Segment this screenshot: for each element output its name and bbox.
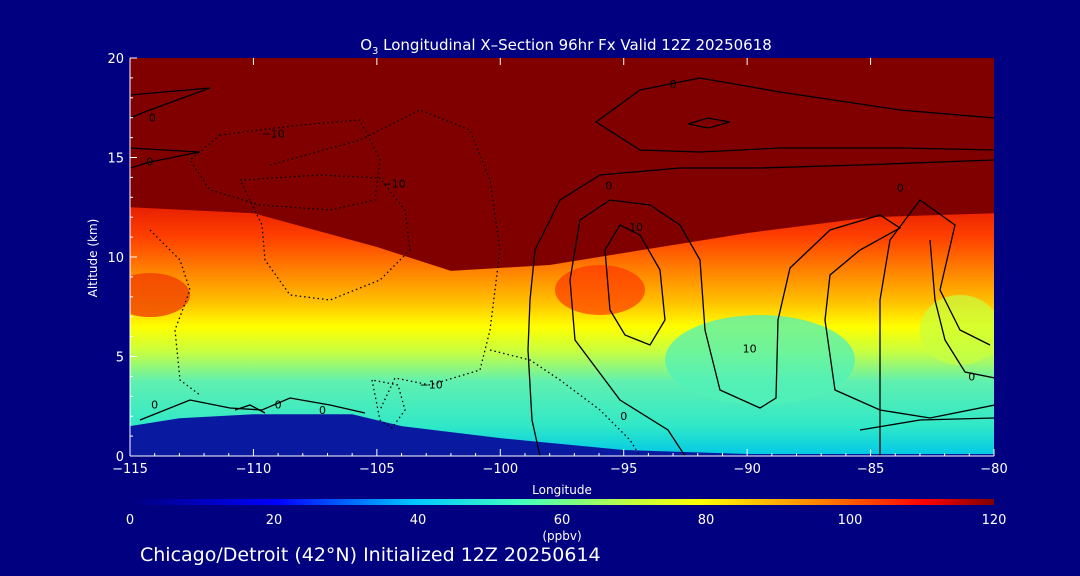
contour-solid [130,147,201,169]
contour-solid [569,199,994,456]
contour-label: 0 [146,155,153,168]
contour-solid [879,199,991,456]
colorbar-tick-label: 100 [838,513,863,528]
contour-solid [604,224,666,346]
contour-solid [594,77,994,153]
x-tick-label: −95 [610,462,637,477]
colorbar-tick-label: 0 [126,513,134,528]
chart-title: O3 Longitudinal X–Section 96hr Fx Valid … [360,36,772,57]
colorbar-label: (ppbv) [542,529,581,543]
y-tick-label: 20 [107,52,124,67]
colorbar-tick-label: 80 [698,513,715,528]
contour-solid [929,239,994,379]
contour-dotted [189,119,381,211]
y-axis-ticks: 0 5 10 15 20 [107,52,137,465]
title-subscript: 3 [372,46,378,57]
contour-label: 0 [620,410,627,423]
contour-label: 0 [151,398,158,411]
contour-label: 10 [629,221,643,234]
title-prefix: O [360,36,372,54]
y-tick-label: 0 [116,450,124,465]
contour-label: 0 [149,112,156,125]
terrain [130,414,994,456]
contour-label: 10 [743,343,757,356]
contour-lines [130,77,994,456]
colorbar-tick-label: 120 [982,513,1007,528]
contour-label: 0 [605,179,612,192]
contour-label: −10 [383,177,406,190]
contour-labels: 0 0 −10 −10 0 0 10 0 10 −10 0 0 0 0 0 [146,78,975,423]
x-axis-label: Longitude [532,483,592,497]
x-tick-label: −80 [980,462,1007,477]
contour-solid [859,417,994,431]
y-tick-label: 10 [107,251,124,266]
y-tick-label: 15 [107,152,124,167]
contour-label: 0 [968,370,975,383]
contour-solid [139,397,366,421]
contour-solid [234,404,266,414]
y-axis-label: Altitude (km) [86,219,100,298]
contour-solid [130,87,211,119]
contour-label: −10 [420,378,443,391]
y-tick-label: 5 [116,351,124,366]
x-tick-label: −85 [857,462,884,477]
colorbar-tick-label: 20 [266,513,283,528]
contour-label: 0 [319,404,326,417]
x-tick-label: −110 [236,462,272,477]
x-axis-ticks: −115 −110 −105 −100 −95 −90 −85 −80 [112,58,1008,477]
contour-dotted [149,229,201,396]
plot-area: 0 0 −10 −10 0 0 10 0 10 −10 0 0 0 0 0 [130,58,994,456]
contour-label: 0 [670,78,677,91]
ozone-low-east [665,315,855,405]
x-tick-label: −105 [359,462,395,477]
contour-dotted [269,109,501,411]
contour-label: 0 [275,398,282,411]
ozone-max-west [130,273,190,317]
ozone-high-central [555,265,645,315]
x-tick-label: −115 [112,462,148,477]
x-tick-label: −100 [482,462,518,477]
colorbar [130,499,994,505]
contour-solid [527,159,994,456]
contour-label: 0 [897,181,904,194]
colorbar-ticks: 0 20 40 60 80 100 120 [126,513,1007,528]
title-rest: Longitudinal X–Section 96hr Fx Valid 12Z… [378,36,771,54]
colorbar-tick-label: 60 [554,513,571,528]
x-tick-label: −90 [733,462,760,477]
contour-label: −10 [262,128,285,141]
colorbar-tick-label: 40 [410,513,427,528]
contour-solid [687,117,731,129]
station-init-text: Chicago/Detroit (42°N) Initialized 12Z 2… [140,544,601,566]
